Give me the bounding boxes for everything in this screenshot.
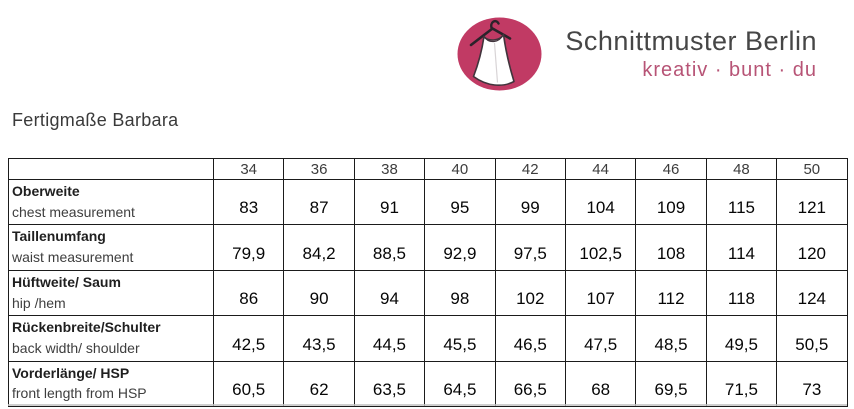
row-label: Hüftweite/ Saum hip /hem <box>8 269 214 317</box>
brand-text: Schnittmuster Berlin kreativ · bunt · du <box>555 15 817 82</box>
measurement-value: 48,5 <box>635 315 707 362</box>
row-label-en: front length from HSP <box>12 385 147 402</box>
table-row-hip: Hüftweite/ Saum hip /hem 86 90 94 98 102… <box>8 269 848 317</box>
row-label: Rückenbreite/Schulter back width/ should… <box>8 315 214 362</box>
measurement-value: 102,5 <box>564 224 637 271</box>
size-column-header: 40 <box>424 158 496 180</box>
dress-on-hanger-icon <box>457 17 542 91</box>
measurement-value: 99 <box>494 178 566 226</box>
page-title: Fertigmaße Barbara <box>12 110 179 130</box>
measurement-value: 87 <box>283 178 355 226</box>
measurement-value: 42,5 <box>212 315 285 362</box>
measurement-value: 50,5 <box>776 315 848 362</box>
measurement-value: 95 <box>424 178 496 226</box>
size-column-header: 46 <box>635 158 707 180</box>
brand-name: Schnittmuster Berlin <box>565 26 817 56</box>
measurement-value: 107 <box>564 269 637 317</box>
measurement-value: 120 <box>776 224 848 271</box>
measurement-value: 43,5 <box>283 315 355 362</box>
measurement-value: 84,2 <box>283 224 355 271</box>
size-column-header: 42 <box>494 158 566 180</box>
row-label-de: Oberweite <box>12 183 80 199</box>
size-header-row: 34 36 38 40 42 44 46 48 50 <box>8 158 848 180</box>
table-row-back-width: Rückenbreite/Schulter back width/ should… <box>8 315 848 362</box>
table-row-front-length: Vorderlänge/ HSP front length from HSP 6… <box>8 360 848 408</box>
size-column-header: 36 <box>283 158 355 180</box>
size-column-header: 50 <box>776 158 848 180</box>
size-table: 34 36 38 40 42 44 46 48 50 Oberweite che… <box>8 158 848 408</box>
measurement-value: 92,9 <box>424 224 496 271</box>
measurement-value: 45,5 <box>424 315 496 362</box>
row-label-de: Hüftweite/ Saum <box>12 273 121 290</box>
measurement-value: 109 <box>635 178 707 226</box>
size-column-header: 44 <box>564 158 637 180</box>
measurement-value: 114 <box>705 224 778 271</box>
measurement-value: 86 <box>212 269 285 317</box>
measurement-value: 121 <box>776 178 848 226</box>
measurement-value: 94 <box>353 269 426 317</box>
measurement-value: 44,5 <box>353 315 426 362</box>
row-label-en: chest measurement <box>12 203 135 220</box>
size-column-header: 34 <box>212 158 285 180</box>
measurement-value: 98 <box>424 269 496 317</box>
row-label-de: Taillenumfang <box>12 228 106 245</box>
row-label: Taillenumfang waist measurement <box>8 224 214 271</box>
measurement-value: 79,9 <box>212 224 285 271</box>
measurement-value: 49,5 <box>705 315 778 362</box>
measurement-value: 46,5 <box>494 315 566 362</box>
row-label-de: Rückenbreite/Schulter <box>12 319 161 336</box>
measurement-value: 71,5 <box>705 360 778 408</box>
row-label-de: Vorderlänge/ HSP <box>12 364 130 381</box>
measurement-value: 115 <box>705 178 778 226</box>
measurement-value: 102 <box>494 269 566 317</box>
measurement-value: 73 <box>776 360 848 408</box>
measurement-value: 112 <box>635 269 707 317</box>
row-label: Vorderlänge/ HSP front length from HSP <box>8 360 214 408</box>
brand-tagline: kreativ · bunt · du <box>642 59 817 81</box>
measurement-value: 108 <box>635 224 707 271</box>
measurement-value: 62 <box>283 360 355 408</box>
row-label-en: back width/ shoulder <box>12 340 140 357</box>
size-column-header: 38 <box>353 158 426 180</box>
measurement-value: 63,5 <box>353 360 426 408</box>
measurement-value: 69,5 <box>635 360 707 408</box>
row-label-en: hip /hem <box>12 294 66 311</box>
measurement-value: 97,5 <box>494 224 566 271</box>
measurement-value: 47,5 <box>564 315 637 362</box>
measurement-value: 104 <box>564 178 637 226</box>
measurement-value: 90 <box>283 269 355 317</box>
brand-logo <box>456 15 543 93</box>
measurement-value: 124 <box>776 269 848 317</box>
brand-header: Schnittmuster Berlin kreativ · bunt · du <box>456 15 817 93</box>
measurement-value: 60,5 <box>212 360 285 408</box>
table-row-waist: Taillenumfang waist measurement 79,9 84,… <box>8 224 848 271</box>
measurement-value: 83 <box>212 178 285 226</box>
cutoff-next-row-line <box>8 404 847 406</box>
size-column-header: 48 <box>705 158 778 180</box>
row-label-en: waist measurement <box>12 249 134 266</box>
measurement-value: 64,5 <box>424 360 496 408</box>
measurement-value: 88,5 <box>353 224 426 271</box>
row-label: Oberweite chest measurement <box>8 178 214 226</box>
measurement-value: 118 <box>705 269 778 317</box>
measurement-value: 66,5 <box>494 360 566 408</box>
corner-cell <box>8 158 214 180</box>
measurement-value: 68 <box>564 360 637 408</box>
table-row-chest: Oberweite chest measurement 83 87 91 95 … <box>8 178 848 226</box>
measurement-value: 91 <box>353 178 426 226</box>
